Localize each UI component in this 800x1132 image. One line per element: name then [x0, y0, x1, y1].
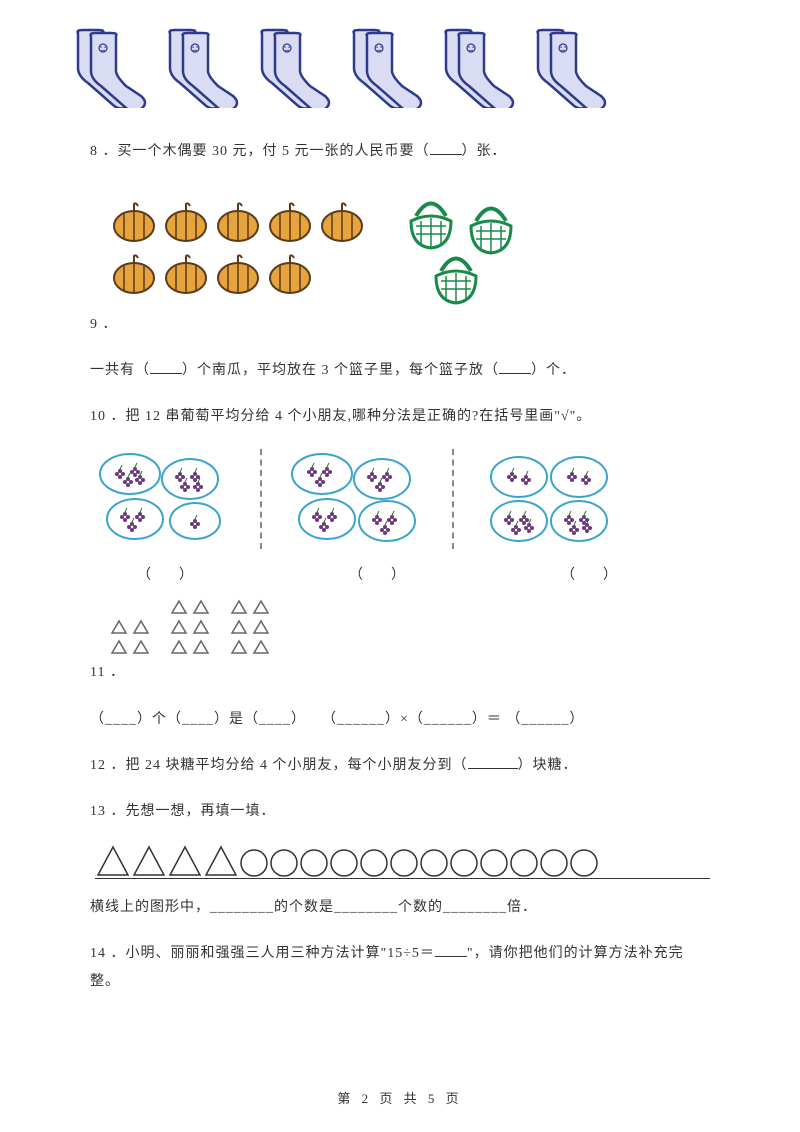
question-10: 10 ．把 12 串葡萄平均分给 4 个小朋友,哪种分法是正确的?在括号里画"√… — [90, 403, 710, 431]
bracket-3[interactable]: （ ） — [514, 564, 664, 584]
circle-icon — [269, 848, 299, 878]
pumpkin-icon — [266, 248, 314, 296]
triangle-icon — [110, 639, 128, 655]
q12-after: ）块糖． — [518, 758, 578, 773]
triangle-icon — [131, 844, 167, 878]
blank-input[interactable] — [430, 141, 462, 155]
sock-icon — [244, 20, 334, 108]
question-13-fill: 横线上的图形中，________的个数是________个数的________倍… — [90, 894, 710, 922]
q9-before: 一共有（ — [90, 363, 150, 378]
q9-number: 9 ． — [90, 317, 118, 332]
triangle-icon — [252, 639, 270, 655]
triangle-icon — [132, 639, 150, 655]
blank-input[interactable] — [468, 755, 518, 769]
q9-mid: ）个南瓜，平均放在 3 个篮子里，每个篮子放（ — [182, 363, 499, 378]
pumpkin-icon — [214, 248, 262, 296]
circle-icon — [359, 848, 389, 878]
pumpkin-icon — [318, 196, 366, 244]
triangle-icon — [170, 599, 188, 615]
q9-after: ）个． — [531, 363, 576, 378]
triangle-icon — [230, 639, 248, 655]
question-12: 12 ．把 24 块糖平均分给 4 个小朋友，每个小朋友分到（ ）块糖． — [90, 752, 710, 780]
triangle-icon — [132, 619, 150, 635]
question-9: 一共有（ ）个南瓜，平均放在 3 个篮子里，每个篮子放（ ）个． — [90, 357, 710, 385]
question-11-line: （____）个（____）是（____） （______）×（______）＝ … — [90, 706, 710, 734]
triangle-icon — [110, 619, 128, 635]
pumpkin-icon — [110, 248, 158, 296]
sock-icon — [152, 20, 242, 108]
pumpkin-icon — [162, 248, 210, 296]
blank-input[interactable] — [499, 360, 531, 374]
bracket-row: （ ） （ ） （ ） — [90, 564, 710, 584]
socks-image-row — [60, 20, 710, 108]
grape-options-row — [90, 449, 710, 554]
bracket-2[interactable]: （ ） — [302, 564, 452, 584]
blank-input[interactable] — [150, 360, 182, 374]
circle-icon — [299, 848, 329, 878]
pumpkin-icon — [214, 196, 262, 244]
triangle-icon — [170, 639, 188, 655]
grape-option-1 — [90, 449, 240, 554]
question-13: 13 ．先想一想，再填一填． — [90, 798, 710, 826]
circle-icon — [419, 848, 449, 878]
question-8: 8 ．买一个木偶要 30 元，付 5 元一张的人民币要（ ）张． — [90, 138, 710, 166]
page-footer: 第 2 页 共 5 页 — [0, 1088, 800, 1107]
circle-icon — [449, 848, 479, 878]
q8-text-after: ）张． — [462, 144, 507, 159]
circle-icon — [509, 848, 539, 878]
circle-icon — [239, 848, 269, 878]
grape-option-3 — [474, 449, 624, 554]
triangle-icon — [252, 599, 270, 615]
pumpkin-icon — [162, 196, 210, 244]
question-9-label: 9 ． — [90, 311, 710, 339]
circle-icon — [479, 848, 509, 878]
triangle-icon — [192, 619, 210, 635]
triangle-icon — [192, 599, 210, 615]
triangle-icon — [252, 619, 270, 635]
blank-input[interactable] — [435, 943, 467, 957]
circle-icon — [569, 848, 599, 878]
question-14: 14 ．小明、丽丽和强强三人用三种方法计算"15÷5＝"，请你把他们的计算方法补… — [90, 940, 710, 996]
pumpkin-basket-image — [110, 186, 710, 306]
sock-icon — [60, 20, 150, 108]
triangle-icon — [230, 599, 248, 615]
triangles-image — [110, 599, 710, 655]
triangle-icon — [230, 619, 248, 635]
circle-icon — [539, 848, 569, 878]
q14-before: 14 ．小明、丽丽和强强三人用三种方法计算"15÷5＝ — [90, 946, 435, 961]
sock-icon — [428, 20, 518, 108]
bracket-1[interactable]: （ ） — [90, 564, 240, 584]
sock-icon — [336, 20, 426, 108]
basket-icon — [421, 241, 491, 311]
triangle-icon — [203, 844, 239, 878]
sock-icon — [520, 20, 610, 108]
question-11-label: 11 ． — [90, 659, 710, 687]
triangle-icon — [95, 844, 131, 878]
shapes-line-image — [95, 844, 710, 879]
pumpkin-icon — [266, 196, 314, 244]
pumpkin-icon — [110, 196, 158, 244]
q8-text-before: 8 ．买一个木偶要 30 元，付 5 元一张的人民币要（ — [90, 144, 430, 159]
triangle-icon — [170, 619, 188, 635]
grape-option-2 — [282, 449, 432, 554]
triangle-icon — [192, 639, 210, 655]
circle-icon — [329, 848, 359, 878]
q12-before: 12 ．把 24 块糖平均分给 4 个小朋友，每个小朋友分到（ — [90, 758, 468, 773]
circle-icon — [389, 848, 419, 878]
triangle-icon — [167, 844, 203, 878]
